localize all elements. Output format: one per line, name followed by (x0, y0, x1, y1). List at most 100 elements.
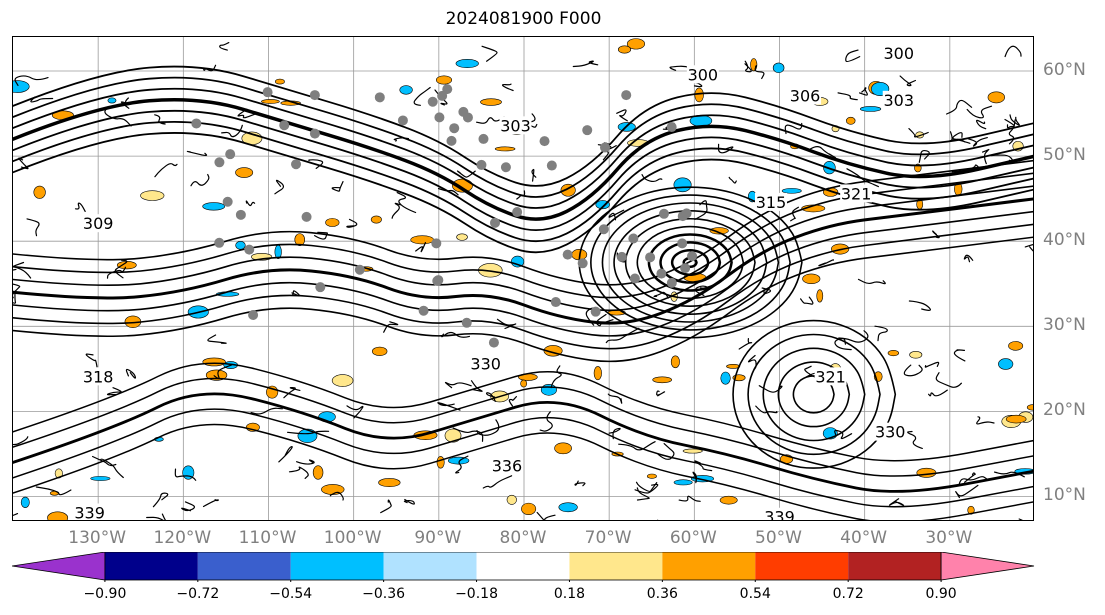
contour-line (13, 223, 1033, 350)
colorbar-tick-label: 0.72 (832, 586, 864, 602)
gray-marker (546, 160, 557, 171)
lon-tick-label: 130°W (68, 528, 127, 548)
contour-line (908, 128, 929, 138)
contour-line (657, 519, 659, 520)
anomaly-patch (331, 374, 354, 387)
contour-line (747, 354, 757, 370)
gray-marker (512, 207, 523, 218)
gray-marker (600, 142, 611, 153)
anomaly-patch (521, 502, 537, 515)
contour-line (13, 132, 1033, 254)
contour-line (531, 168, 537, 182)
contour-line (186, 150, 208, 157)
contour-line (455, 455, 469, 474)
contour-line (13, 513, 19, 516)
lat-tick-label: 20°N (1043, 400, 1086, 421)
contour-line (413, 86, 431, 106)
contour-line (1004, 118, 1015, 129)
anomaly-patch (673, 177, 692, 193)
contour-line (678, 495, 701, 502)
gray-marker (222, 196, 233, 207)
contour-label-bg (754, 192, 787, 211)
contour-line (845, 49, 861, 63)
contour-label-bg (814, 367, 847, 386)
contour-line (935, 372, 962, 388)
contour-line (694, 200, 708, 220)
contour-line (976, 416, 995, 425)
contour-line (74, 202, 86, 212)
anomaly-patch (626, 38, 646, 50)
gray-marker (666, 122, 677, 133)
gray-marker (433, 275, 444, 286)
contour-line (85, 353, 98, 368)
contour-line (635, 481, 658, 492)
contour-line (694, 285, 711, 296)
anomaly-patch (682, 448, 703, 454)
contour-line (846, 168, 879, 188)
anomaly-patch (816, 289, 824, 303)
gray-marker (550, 297, 561, 308)
lon-tick-label: 40°W (840, 528, 888, 548)
gray-marker (262, 87, 273, 98)
gray-marker (374, 92, 385, 103)
contour-line (152, 492, 169, 508)
contour-line (800, 296, 814, 305)
gray-marker (677, 238, 688, 249)
contour-line (207, 334, 227, 344)
contour-label-bg (73, 503, 106, 520)
contour-line (219, 42, 230, 51)
anomaly-patch (455, 59, 479, 69)
contour-line (274, 179, 285, 195)
colorbar-extend-low (12, 552, 106, 581)
gray-marker (434, 112, 445, 123)
anomaly-patch (294, 233, 306, 246)
colorbar-segment (476, 552, 570, 580)
contour-line (13, 65, 1033, 187)
contour-label: 321 (841, 184, 872, 203)
contour-line (245, 200, 256, 207)
colorbar-outline (104, 552, 942, 581)
lat-tick-label: 60°N (1043, 60, 1086, 81)
contour-line (154, 163, 178, 178)
contour-line (104, 108, 132, 127)
contour-line (636, 487, 650, 501)
contour-line (928, 389, 948, 397)
contour-line (613, 210, 768, 315)
contour-line (383, 321, 399, 333)
contour-line (837, 92, 858, 101)
contour-label-bg (82, 214, 115, 233)
contour-line (951, 164, 980, 173)
anomaly-patch (444, 428, 462, 443)
map-canvas: 300 300 303 306 303 315 321 318 330 330 336 339 339 3… (13, 37, 1033, 521)
contour-line (203, 64, 217, 72)
anomaly-patch (20, 496, 30, 508)
contour-label: 321 (815, 367, 846, 386)
contour-line (1004, 45, 1022, 58)
contour-line (601, 202, 780, 323)
contour-line (838, 330, 869, 343)
contour-label-bg (499, 116, 532, 135)
contour-line (476, 116, 505, 124)
contour-line (30, 96, 54, 103)
contour-line (13, 423, 1033, 520)
gray-marker (656, 268, 667, 279)
gray-marker (680, 263, 691, 274)
contour-label-bg (763, 507, 796, 520)
contour-label: 339 (764, 508, 795, 521)
contour-line (946, 99, 973, 115)
contour-line (728, 176, 737, 184)
contour-label-bg (840, 184, 873, 203)
contour-line (955, 484, 979, 499)
contour-line (966, 105, 993, 119)
contour-line (13, 236, 1033, 363)
contour-line (99, 458, 124, 479)
contour-line (550, 365, 562, 389)
theta-contours (13, 42, 1033, 520)
contour-line (283, 386, 301, 399)
contour-line (13, 261, 32, 279)
lon-tick-label: 60°W (669, 528, 717, 548)
contour-line (476, 419, 500, 436)
contour-label: 303 (883, 91, 914, 110)
gray-marker (191, 118, 202, 129)
gray-marker (490, 217, 501, 228)
